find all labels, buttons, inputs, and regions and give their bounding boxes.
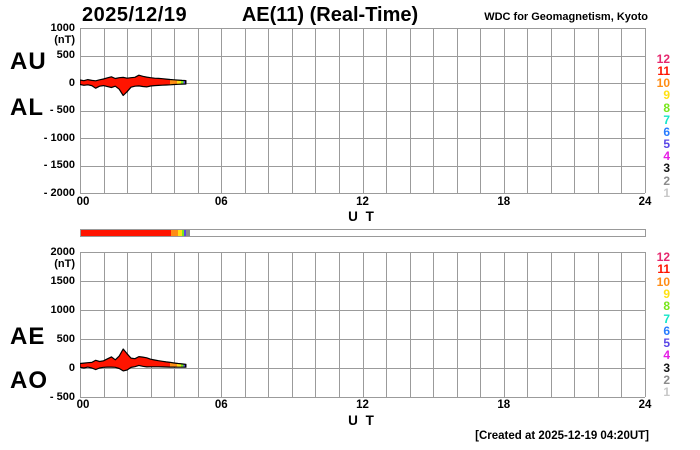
station-count-12: 12 bbox=[656, 52, 670, 66]
station-count-8: 8 bbox=[663, 299, 670, 314]
station-count-11: 11 bbox=[657, 64, 670, 79]
xtick-label: 06 bbox=[214, 399, 228, 411]
availability-segment-11-stations bbox=[81, 230, 171, 236]
ytick-label: 500 bbox=[56, 49, 75, 61]
upper-panel-grid bbox=[80, 28, 646, 194]
AE-AO-data-band bbox=[80, 348, 187, 372]
availability-segment-2-stations bbox=[185, 230, 190, 236]
station-count-10: 10 bbox=[656, 76, 670, 91]
xtick-label: 18 bbox=[497, 196, 511, 208]
ytick-label: 1000 bbox=[50, 21, 75, 34]
label-au: AU bbox=[10, 48, 47, 75]
station-count-5: 5 bbox=[663, 336, 670, 351]
ytick-label: - 2000 bbox=[43, 186, 75, 199]
station-count-6: 6 bbox=[663, 124, 670, 139]
availability-segment-8-stations bbox=[181, 230, 185, 236]
station-count-7: 7 bbox=[663, 311, 670, 326]
station-count-3: 3 bbox=[663, 360, 670, 375]
xaxis-title-upper: U T bbox=[348, 209, 376, 224]
ytick-label: 0 bbox=[68, 76, 75, 89]
ytick-label: - 500 bbox=[49, 104, 75, 116]
xtick-label: 18 bbox=[497, 399, 511, 411]
availability-segment-5-stations bbox=[184, 230, 186, 236]
xtick-label: 24 bbox=[638, 399, 652, 411]
xtick-label: 00 bbox=[76, 196, 90, 208]
station-count-7: 7 bbox=[663, 112, 670, 127]
yaxis-unit-label: (nT) bbox=[54, 34, 75, 46]
data-availability-bar bbox=[80, 229, 646, 237]
station-count-2: 2 bbox=[663, 373, 670, 387]
organization-label: WDC for Geomagnetism, Kyoto bbox=[484, 11, 648, 23]
station-count-1: 1 bbox=[663, 385, 670, 400]
lower-panel-grid bbox=[80, 252, 646, 398]
label-ae: AE bbox=[10, 323, 46, 350]
availability-segment-9-stations bbox=[177, 230, 182, 236]
plot-date: 2025/12/19 bbox=[82, 4, 188, 26]
yaxis-unit-label: (nT) bbox=[54, 258, 75, 270]
station-count-4: 4 bbox=[663, 149, 670, 164]
station-count-5: 5 bbox=[663, 137, 670, 152]
station-count-2: 2 bbox=[663, 173, 670, 188]
page-title: AE(11) (Real-Time) bbox=[241, 4, 419, 26]
ytick-label: 1000 bbox=[50, 303, 75, 316]
label-ao: AO bbox=[10, 367, 48, 394]
ytick-label: 500 bbox=[56, 332, 75, 345]
xtick-label: 06 bbox=[214, 196, 228, 208]
station-count-10: 10 bbox=[656, 274, 670, 289]
ytick-label: 1500 bbox=[50, 274, 75, 287]
xtick-label: 24 bbox=[638, 196, 652, 208]
station-count-1: 1 bbox=[663, 185, 670, 200]
xaxis-title-lower: U T bbox=[348, 413, 376, 428]
station-count-9: 9 bbox=[663, 286, 670, 301]
station-count-3: 3 bbox=[663, 161, 670, 176]
station-count-8: 8 bbox=[663, 100, 670, 115]
station-count-6: 6 bbox=[663, 323, 670, 338]
created-timestamp: [Created at 2025-12-19 04:20UT] bbox=[475, 430, 649, 442]
xtick-label: 12 bbox=[356, 399, 369, 411]
station-count-11: 11 bbox=[657, 262, 670, 277]
station-count-12: 12 bbox=[656, 250, 670, 264]
ytick-label: - 1500 bbox=[43, 159, 75, 171]
xtick-label: 12 bbox=[356, 196, 369, 208]
ytick-label: - 1000 bbox=[43, 131, 75, 144]
AU-AL-data-band bbox=[80, 74, 187, 97]
ytick-label: - 500 bbox=[49, 390, 75, 403]
availability-segment-10-stations bbox=[170, 230, 178, 236]
ytick-label: 0 bbox=[68, 361, 75, 374]
xtick-label: 00 bbox=[76, 399, 90, 411]
ytick-label: 2000 bbox=[50, 245, 75, 258]
label-al: AL bbox=[10, 94, 44, 121]
station-count-9: 9 bbox=[663, 88, 670, 103]
station-count-4: 4 bbox=[663, 348, 670, 363]
